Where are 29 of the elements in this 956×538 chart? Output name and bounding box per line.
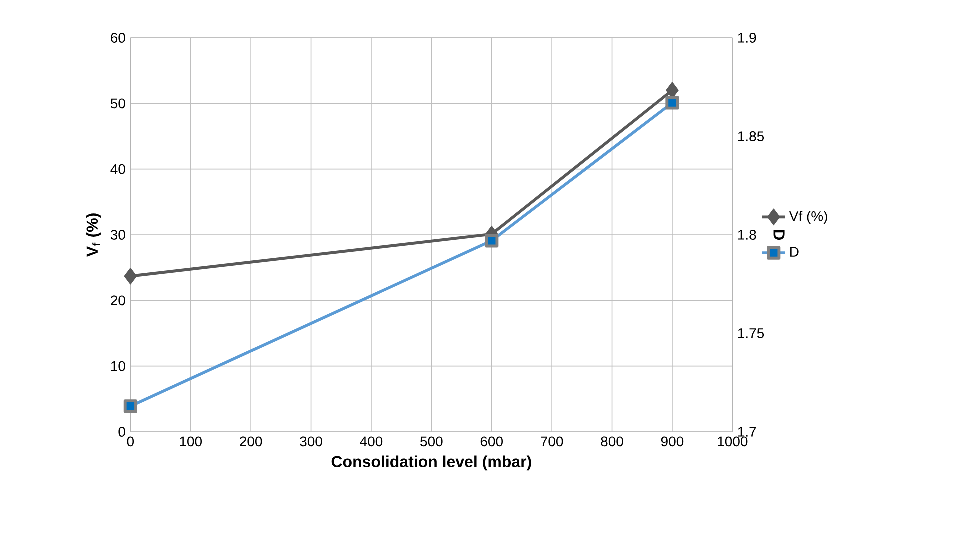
legend-label: Vf (%): [789, 211, 828, 224]
y-tick-label: 20: [111, 296, 126, 306]
y-tick-label: 30: [110, 230, 126, 240]
y2-axis-title: D: [774, 230, 785, 240]
y2-tick-label: 1.8: [738, 230, 756, 240]
legend-label: D: [790, 247, 799, 257]
y-axis-title: V$_{f}$ (%): [86, 214, 102, 257]
x-tick-label: 900: [661, 436, 684, 447]
y-tick-label: 10: [111, 361, 126, 372]
x-axis-title: Consolidation level (mbar): [332, 456, 532, 471]
x-tick-label: 700: [541, 436, 564, 447]
y2-tick-label: 1.9: [738, 33, 756, 43]
y-tick-label: 0: [118, 427, 126, 437]
x-tick-label: 200: [240, 436, 262, 447]
y-tick-label: 40: [110, 164, 126, 174]
x-tick-label: 100: [180, 436, 202, 447]
y-tick-label: 60: [111, 33, 126, 43]
y2-tick-label: 1.7: [738, 427, 756, 437]
x-tick-label: 400: [360, 436, 383, 447]
x-tick-label: 800: [601, 436, 624, 447]
y-tick-label: 50: [110, 98, 126, 109]
x-tick-label: 500: [420, 436, 443, 447]
x-tick-label: 0: [127, 436, 134, 447]
y2-tick-label: 1.85: [738, 132, 764, 142]
x-tick-label: 300: [300, 436, 322, 447]
y2-tick-label: 1.75: [738, 328, 764, 338]
x-tick-label: 600: [480, 436, 503, 447]
x-tick-label: 1000: [718, 436, 748, 447]
point: [124, 268, 138, 285]
